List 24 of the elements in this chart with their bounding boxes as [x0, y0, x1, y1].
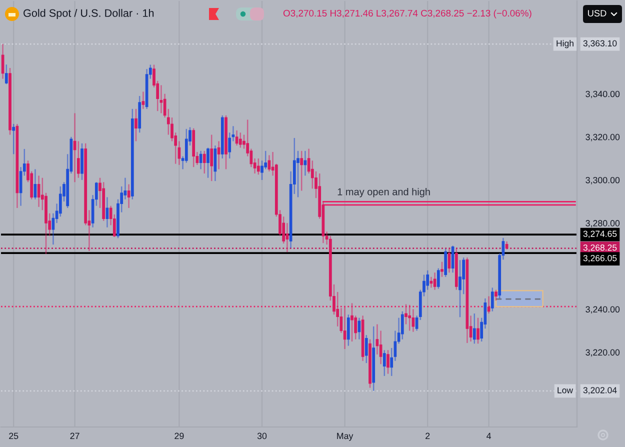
annotation: High — [556, 40, 574, 48]
x-tick-label: 27 — [70, 432, 80, 439]
text: O3,270.15 H3,271.46 L3,267.74 C3,268.25 −2.13 (−0.06%) — [283, 10, 532, 18]
x-tick-label: May — [337, 432, 354, 441]
ref-line-label: 3,266.05 — [583, 255, 617, 262]
ref-line-label: 3,363.10 — [583, 40, 617, 48]
ref-line-label: 3,268.25 — [583, 244, 617, 252]
y-tick-label: 3,300.00 — [586, 176, 620, 184]
x-tick-label: 29 — [174, 432, 184, 440]
y-tick-label: 3,220.00 — [586, 349, 620, 357]
annotation: Low — [558, 387, 574, 394]
text: USD — [588, 10, 606, 16]
series-label: 1 may open and high — [338, 188, 430, 198]
x-tick-label: 2 — [426, 432, 430, 439]
x-tick-label: 4 — [486, 432, 492, 439]
x-tick-label: 25 — [9, 432, 18, 440]
y-tick-label: 3,340.00 — [586, 90, 620, 98]
ref-line-label: 3,274.65 — [583, 230, 617, 238]
y-tick-label: 3,320.00 — [586, 134, 620, 142]
ref-line-label: 3,202.04 — [583, 387, 617, 394]
y-tick-label: 3,240.00 — [586, 306, 620, 314]
text: Gold Spot / U.S. Dollar · 1h — [24, 8, 154, 20]
y-tick-label: 3,280.00 — [586, 220, 620, 228]
x-tick-label: 30 — [257, 432, 267, 440]
